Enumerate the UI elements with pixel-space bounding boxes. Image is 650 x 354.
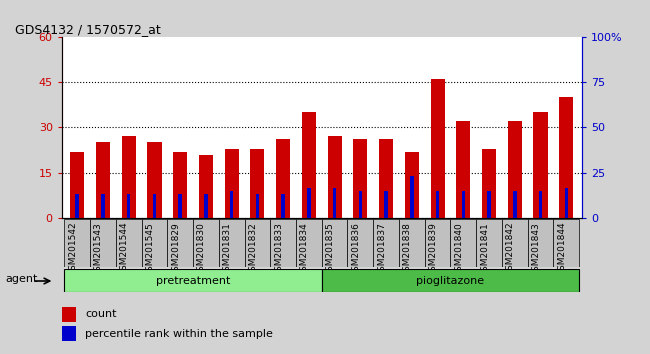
Text: GSM201837: GSM201837: [377, 222, 386, 277]
Bar: [436, 190, 439, 218]
Bar: [70, 152, 84, 218]
Bar: [127, 194, 131, 218]
Text: pretreatment: pretreatment: [156, 275, 230, 286]
Bar: [513, 190, 517, 218]
Bar: [488, 190, 491, 218]
Bar: [565, 188, 568, 218]
Text: GSM201842: GSM201842: [506, 222, 515, 276]
Bar: [250, 149, 265, 218]
Text: GSM201829: GSM201829: [171, 222, 180, 276]
Bar: [450, 219, 476, 267]
Bar: [193, 219, 219, 267]
Bar: [148, 143, 161, 218]
Bar: [482, 149, 496, 218]
Text: GSM201830: GSM201830: [197, 222, 206, 277]
Bar: [224, 149, 239, 218]
Text: GSM201840: GSM201840: [454, 222, 463, 276]
Bar: [302, 113, 316, 218]
Bar: [219, 219, 244, 267]
Bar: [64, 219, 90, 267]
Text: GSM201545: GSM201545: [146, 222, 155, 276]
Bar: [354, 139, 367, 218]
Text: GSM201839: GSM201839: [428, 222, 437, 277]
Bar: [379, 139, 393, 218]
Bar: [430, 79, 445, 218]
Bar: [399, 219, 424, 267]
Bar: [534, 113, 548, 218]
Bar: [276, 139, 290, 218]
Text: GSM201542: GSM201542: [68, 222, 77, 276]
Text: GSM201836: GSM201836: [352, 222, 360, 277]
Text: agent: agent: [5, 274, 37, 284]
Bar: [255, 194, 259, 218]
Bar: [75, 194, 79, 218]
Bar: [142, 219, 167, 267]
Bar: [178, 194, 182, 218]
Bar: [296, 219, 322, 267]
Bar: [456, 121, 471, 218]
Text: GSM201833: GSM201833: [274, 222, 283, 277]
Bar: [528, 219, 553, 267]
Bar: [62, 326, 76, 341]
Text: GSM201544: GSM201544: [120, 222, 129, 276]
Bar: [462, 190, 465, 218]
Bar: [244, 219, 270, 267]
Bar: [122, 137, 136, 218]
Bar: [270, 219, 296, 267]
Text: percentile rank within the sample: percentile rank within the sample: [85, 329, 273, 338]
Bar: [116, 219, 142, 267]
Bar: [199, 154, 213, 218]
Bar: [64, 269, 322, 292]
Bar: [502, 219, 528, 267]
Bar: [333, 188, 337, 218]
Bar: [476, 219, 502, 267]
Bar: [62, 307, 76, 321]
Bar: [539, 190, 542, 218]
Bar: [101, 194, 105, 218]
Bar: [328, 137, 342, 218]
Bar: [424, 219, 450, 267]
Text: GSM201831: GSM201831: [223, 222, 231, 277]
Bar: [281, 194, 285, 218]
Bar: [405, 152, 419, 218]
Bar: [173, 152, 187, 218]
Text: GDS4132 / 1570572_at: GDS4132 / 1570572_at: [15, 23, 161, 36]
Bar: [322, 219, 348, 267]
Text: count: count: [85, 309, 116, 319]
Text: GSM201843: GSM201843: [532, 222, 541, 276]
Bar: [359, 190, 362, 218]
Text: GSM201844: GSM201844: [557, 222, 566, 276]
Bar: [384, 190, 388, 218]
Text: GSM201834: GSM201834: [300, 222, 309, 276]
Text: GSM201832: GSM201832: [248, 222, 257, 276]
Text: pioglitazone: pioglitazone: [417, 275, 484, 286]
Bar: [348, 219, 373, 267]
Text: GSM201841: GSM201841: [480, 222, 489, 276]
Bar: [559, 97, 573, 218]
Bar: [410, 176, 413, 218]
Text: GSM201838: GSM201838: [403, 222, 412, 277]
Bar: [204, 194, 208, 218]
Bar: [373, 219, 399, 267]
Bar: [96, 143, 110, 218]
Bar: [553, 219, 579, 267]
Bar: [322, 269, 579, 292]
Bar: [153, 194, 156, 218]
Bar: [167, 219, 193, 267]
Bar: [508, 121, 522, 218]
Text: GSM201835: GSM201835: [326, 222, 335, 277]
Bar: [230, 190, 233, 218]
Text: GSM201543: GSM201543: [94, 222, 103, 276]
Bar: [307, 188, 311, 218]
Bar: [90, 219, 116, 267]
